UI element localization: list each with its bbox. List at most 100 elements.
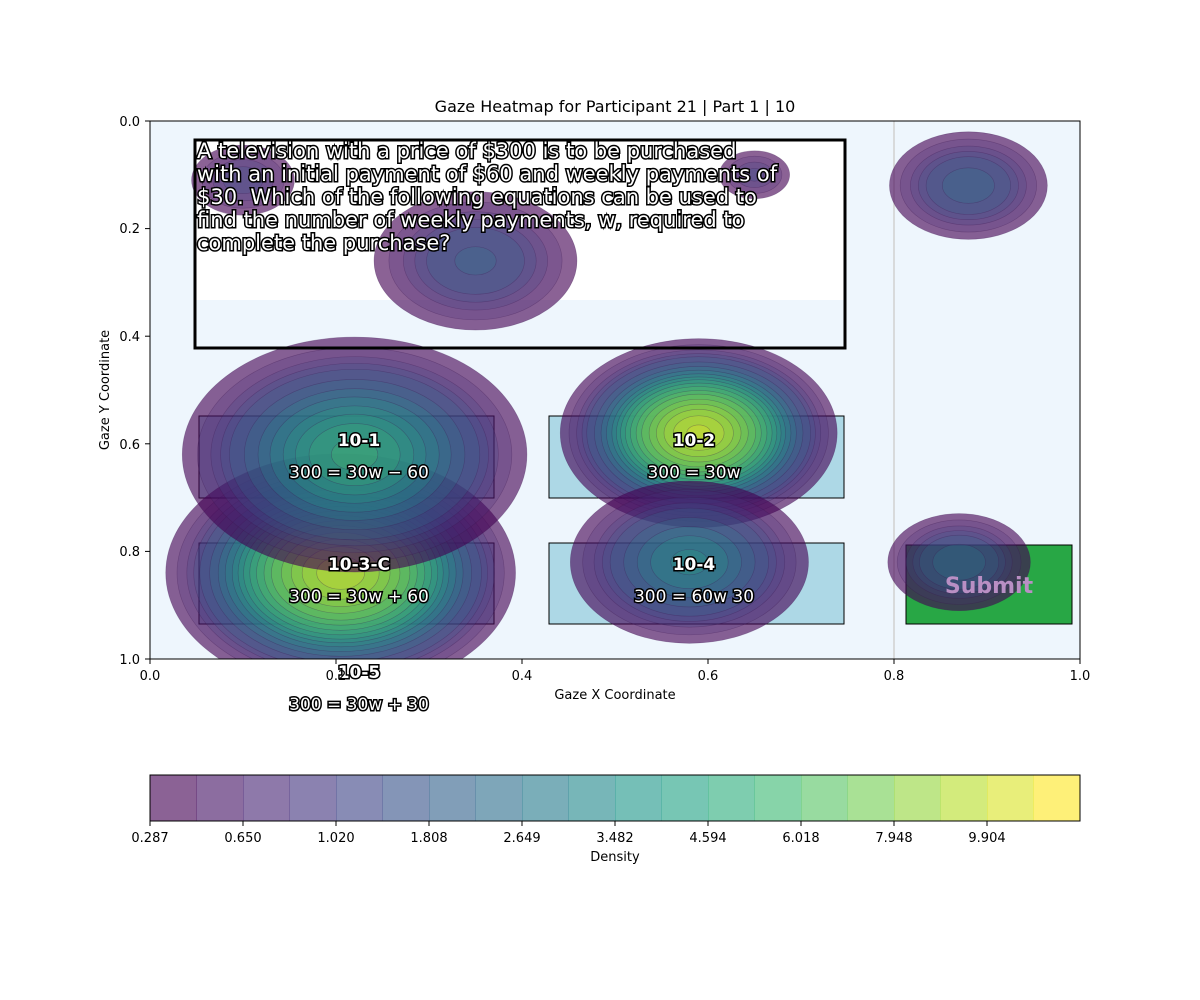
density-contour <box>295 413 415 496</box>
density-contour <box>426 227 525 295</box>
density-contour <box>925 156 1012 215</box>
density-contour <box>905 525 1013 599</box>
density-contour <box>719 150 790 200</box>
density-contour <box>670 549 709 576</box>
colorbar-tick-label: 4.594 <box>689 831 726 846</box>
colorbar-segment <box>196 775 244 821</box>
density-contour <box>663 409 734 457</box>
y-tick-label: 0.8 <box>119 545 140 560</box>
density-contour <box>229 368 481 541</box>
question-box-outline <box>193 138 847 350</box>
colorbar-segment <box>708 775 755 821</box>
option-label-10-5: 10-5 <box>338 663 381 683</box>
y-tick-label: 0.6 <box>119 438 140 453</box>
density-contour <box>582 489 797 636</box>
colorbar-segment <box>615 775 662 821</box>
question-line: with an initial payment of $60 and weekl… <box>197 162 778 186</box>
colorbar-tick-label: 3.482 <box>596 831 633 846</box>
colorbar-tick-label: 0.287 <box>131 831 168 846</box>
colorbar-segment <box>382 775 430 821</box>
density-peak <box>181 336 528 573</box>
question-text: A television with a price of $300 is to … <box>196 138 780 257</box>
density-contour <box>388 201 563 321</box>
option-text-10-4: 300 = 60w 30 <box>634 587 754 607</box>
colorbar-tick-label: 9.904 <box>968 831 1005 846</box>
colorbar-segment <box>940 775 988 821</box>
x-axis: 0.0 0.2 0.4 0.6 0.8 1.0 Gaze X Coordinat… <box>140 659 1091 703</box>
y-axis-label: Gaze Y Coordinate <box>98 330 113 450</box>
density-contour <box>726 155 783 194</box>
option-label-10-1: 10-1 <box>338 431 381 451</box>
density-contour <box>889 131 1048 240</box>
density-contour <box>735 161 774 188</box>
density-contour <box>896 519 1022 605</box>
colorbar-tick-label: 1.808 <box>410 831 447 846</box>
colorbar-segment <box>801 775 848 821</box>
density-contour <box>222 166 264 195</box>
x-tick-label: 0.4 <box>512 669 533 684</box>
colorbar-tick-label: 0.650 <box>224 831 261 846</box>
y-tick-label: 1.0 <box>119 653 140 668</box>
density-contour <box>373 191 578 331</box>
density-contour <box>331 438 379 471</box>
option-label-10-2: 10-2 <box>673 431 716 451</box>
density-contour <box>269 396 440 513</box>
density-contour <box>899 138 1037 233</box>
density-contour <box>932 543 986 581</box>
density-contour <box>635 390 762 476</box>
colorbar-label: Density <box>590 850 640 865</box>
question-line: $30. Which of the following equations ca… <box>197 185 757 209</box>
colorbar-ticks: 0.287 0.650 1.020 1.808 2.649 3.482 4.594 6.018… <box>131 821 1006 846</box>
density-contour <box>650 535 729 589</box>
density-peak <box>719 150 790 200</box>
option-label-10-4: 10-4 <box>673 555 716 575</box>
density-contour <box>919 534 1000 590</box>
density-peak <box>559 338 838 528</box>
density-contour <box>656 403 742 463</box>
colorbar-segment <box>568 775 616 821</box>
density-peak <box>887 513 1031 612</box>
colorbar-segment <box>847 775 895 821</box>
density-contour <box>917 151 1019 221</box>
density-contour <box>414 219 537 303</box>
density-contour <box>630 386 768 480</box>
question-line: find the number of weekly payments, w, r… <box>197 208 744 232</box>
density-contour <box>593 496 786 628</box>
colorbar-tick-label: 2.649 <box>503 831 540 846</box>
density-contour <box>181 336 528 573</box>
density-peak <box>569 480 809 644</box>
colorbar-segment <box>661 775 709 821</box>
density-contour <box>454 246 497 276</box>
colorbar-segment <box>336 775 383 821</box>
density-contour <box>887 513 1031 612</box>
colorbar-segments <box>150 775 1081 821</box>
colorbar-segment <box>243 775 290 821</box>
density-contour <box>201 151 285 209</box>
submit-label: Submit <box>945 574 1034 599</box>
x-tick-label: 1.0 <box>1070 669 1091 684</box>
density-contour <box>602 502 777 622</box>
colorbar: 0.287 0.650 1.020 1.808 2.649 3.482 4.594 6.018… <box>131 774 1081 865</box>
density-contour <box>686 424 711 442</box>
density-contour <box>648 398 749 468</box>
density-contour <box>636 526 742 599</box>
density-contour <box>257 388 452 521</box>
colorbar-segment <box>475 775 523 821</box>
colorbar-segment <box>289 775 337 821</box>
x-axis-label: Gaze X Coordinate <box>554 688 675 703</box>
colorbar-segment <box>522 775 569 821</box>
density-contour <box>220 362 489 547</box>
question-line: complete the purchase? <box>197 231 450 255</box>
x-tick-label: 0.6 <box>698 669 719 684</box>
option-label-10-3-c: 10-3-C <box>328 555 390 575</box>
density-contour <box>912 530 1006 595</box>
colorbar-segment <box>894 775 941 821</box>
density-contour <box>942 167 995 204</box>
axes-frame <box>149 120 1081 660</box>
colorbar-tick-label: 6.018 <box>782 831 819 846</box>
option-text-10-3-c: 300 = 30w + 60 <box>289 587 429 607</box>
option-text-10-1: 300 = 30w − 60 <box>289 463 429 483</box>
density-contour <box>212 159 274 202</box>
density-contour <box>403 211 548 311</box>
